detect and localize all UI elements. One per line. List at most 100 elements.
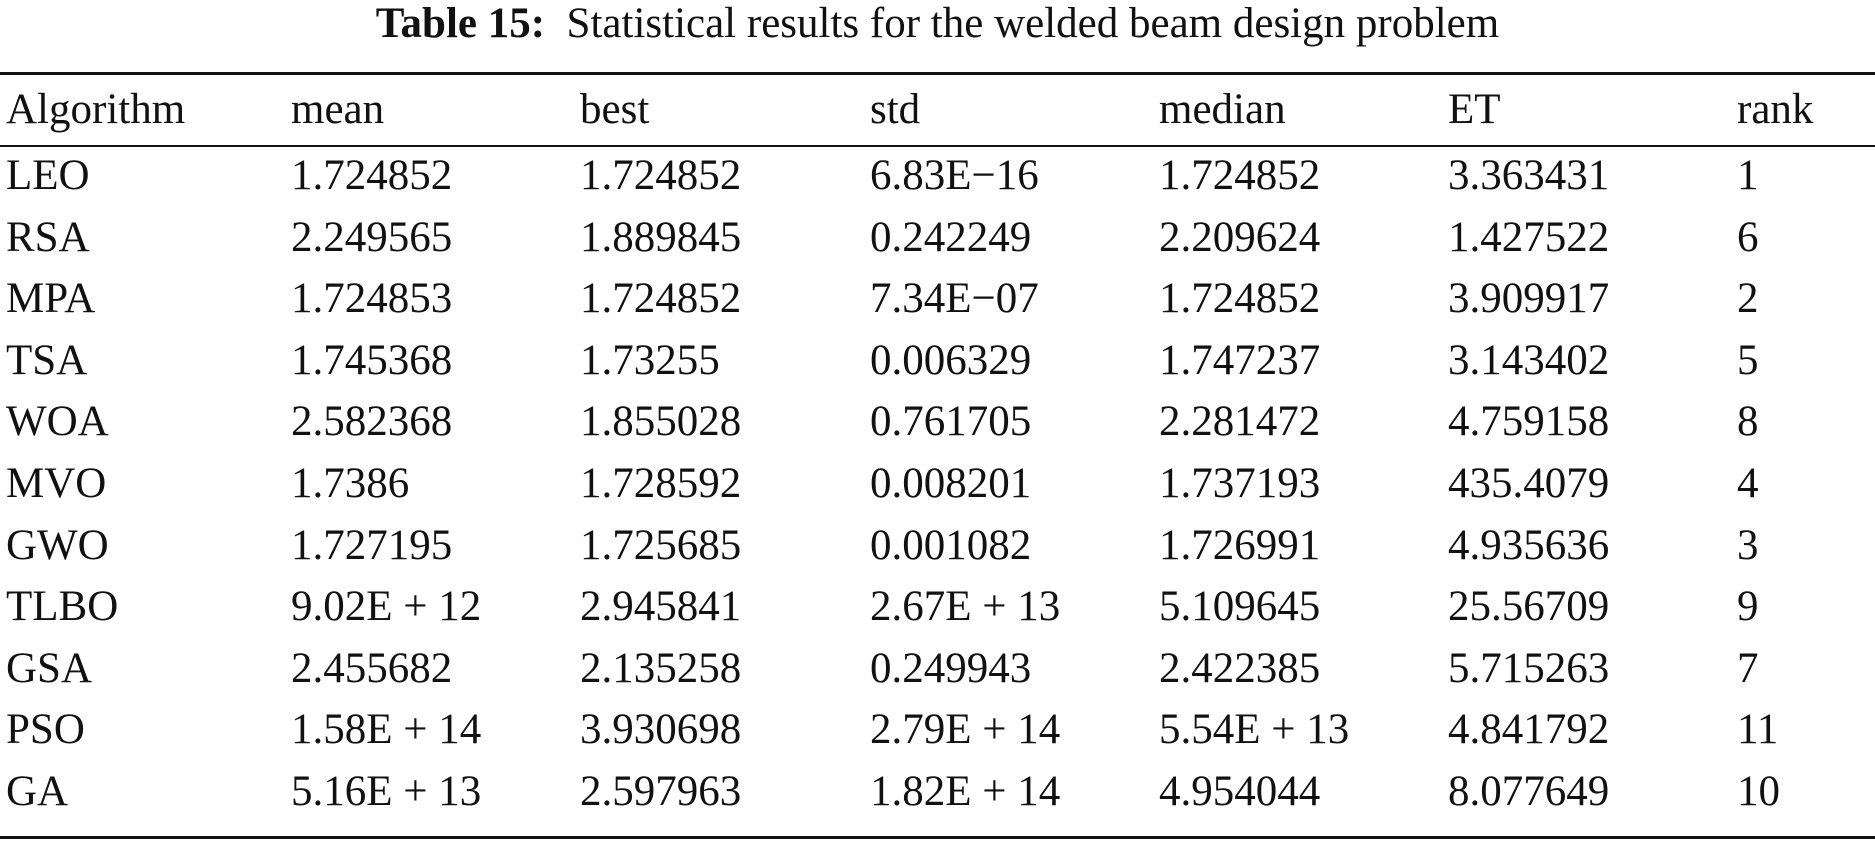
algorithm-cell: MVO bbox=[6, 459, 107, 507]
table-cell: 4.759158 bbox=[1448, 398, 1610, 446]
algorithm-cell: LEO bbox=[6, 152, 90, 199]
column-header-std: std bbox=[870, 86, 921, 133]
table-cell: 2.249565 bbox=[291, 213, 453, 261]
table-caption: Table 15: Statistical results for the we… bbox=[0, 0, 1875, 60]
table-cell: 2.209624 bbox=[1159, 213, 1321, 261]
table-cell: 6.83E−16 bbox=[870, 152, 1039, 199]
table-cell: 1.728592 bbox=[580, 459, 742, 507]
table-cell: 4.935636 bbox=[1448, 521, 1610, 569]
table-row: LEO 1.724852 1.724852 6.83E−16 1.724852 3.363… bbox=[0, 145, 1875, 207]
table-cell: 0.761705 bbox=[870, 398, 1032, 446]
table-cell: 3 bbox=[1737, 521, 1759, 569]
column-header-algorithm: Algorithm bbox=[6, 86, 186, 133]
column-header-median: median bbox=[1159, 86, 1286, 133]
algorithm-cell: GA bbox=[6, 767, 69, 815]
table-cell: 1.745368 bbox=[291, 336, 453, 384]
table-cell: 9 bbox=[1737, 583, 1759, 631]
algorithm-cell: PSO bbox=[6, 706, 85, 754]
table-cell: 5.16E + 13 bbox=[291, 767, 482, 815]
table-cell: 1.82E + 14 bbox=[870, 767, 1061, 815]
table-cell: 1.725685 bbox=[580, 521, 742, 569]
table-row: MPA 1.724853 1.724852 7.34E−07 1.724852 3.909… bbox=[0, 268, 1875, 330]
table-cell: 2.455682 bbox=[291, 644, 453, 692]
table-cell: 2.422385 bbox=[1159, 644, 1321, 692]
table-cell: 2.79E + 14 bbox=[870, 706, 1061, 754]
table-cell: 5.109645 bbox=[1159, 583, 1321, 631]
table-header: Algorithm mean best std median ET rank bbox=[0, 75, 1875, 145]
bottom-rule bbox=[0, 836, 1875, 839]
table-cell: 1.73255 bbox=[580, 336, 720, 384]
column-header-mean: mean bbox=[291, 86, 385, 133]
algorithm-cell: MPA bbox=[6, 275, 96, 323]
column-header-et: ET bbox=[1448, 86, 1501, 133]
table-row: WOA 2.582368 1.855028 0.761705 2.281472 4.759… bbox=[0, 391, 1875, 453]
table-row: GWO 1.727195 1.725685 0.001082 1.726991 4.935… bbox=[0, 515, 1875, 577]
table-cell: 0.006329 bbox=[870, 336, 1032, 384]
table-cell: 6 bbox=[1737, 213, 1759, 261]
table-body: LEO 1.724852 1.724852 6.83E−16 1.724852 3.363… bbox=[0, 145, 1875, 823]
table-cell: 7.34E−07 bbox=[870, 275, 1039, 323]
table-cell: 7 bbox=[1737, 644, 1759, 692]
header-row: Algorithm mean best std median ET rank bbox=[0, 75, 1875, 145]
table-cell: 2.281472 bbox=[1159, 398, 1321, 446]
table-cell: 1.724852 bbox=[1159, 152, 1321, 199]
caption-text: Statistical results for the welded beam … bbox=[566, 0, 1500, 47]
table-cell: 1.724852 bbox=[291, 152, 453, 199]
column-header-rank: rank bbox=[1737, 86, 1814, 133]
table-cell: 1.737193 bbox=[1159, 459, 1321, 507]
table-cell: 1.727195 bbox=[291, 521, 453, 569]
table-cell: 2 bbox=[1737, 275, 1759, 323]
table-cell: 0.249943 bbox=[870, 644, 1032, 692]
table-cell: 5 bbox=[1737, 336, 1759, 384]
algorithm-cell: GSA bbox=[6, 644, 93, 692]
algorithm-cell: WOA bbox=[6, 398, 109, 446]
table-cell: 1.747237 bbox=[1159, 336, 1321, 384]
table-cell: 5.54E + 13 bbox=[1159, 706, 1350, 754]
table-cell: 1.7386 bbox=[291, 459, 410, 507]
algorithm-cell: RSA bbox=[6, 213, 90, 261]
table-cell: 4.841792 bbox=[1448, 706, 1610, 754]
table-row: MVO 1.7386 1.728592 0.008201 1.737193 435.407… bbox=[0, 453, 1875, 515]
table-cell: 3.143402 bbox=[1448, 336, 1610, 384]
algorithm-cell: TSA bbox=[6, 336, 88, 384]
algorithm-cell: GWO bbox=[6, 521, 109, 569]
table-cell: 1.724852 bbox=[1159, 275, 1321, 323]
header-rule bbox=[0, 145, 1875, 147]
table-cell: 3.909917 bbox=[1448, 275, 1610, 323]
table-cell: 1.726991 bbox=[1159, 521, 1321, 569]
table-cell: 2.135258 bbox=[580, 644, 742, 692]
table-cell: 435.4079 bbox=[1448, 459, 1610, 507]
table-cell: 2.945841 bbox=[580, 583, 742, 631]
table-cell: 0.008201 bbox=[870, 459, 1032, 507]
table-cell: 1.724852 bbox=[580, 275, 742, 323]
table-cell: 0.001082 bbox=[870, 521, 1032, 569]
table-cell: 10 bbox=[1737, 767, 1780, 815]
algorithm-cell: TLBO bbox=[6, 583, 119, 631]
column-header-best: best bbox=[580, 86, 650, 133]
caption-label: Table 15: bbox=[375, 0, 546, 47]
table-cell: 1.58E + 14 bbox=[291, 706, 482, 754]
table-cell: 1.724852 bbox=[580, 152, 742, 199]
table-row: PSO 1.58E + 14 3.930698 2.79E + 14 5.54E + 1… bbox=[0, 699, 1875, 761]
table-row: RSA 2.249565 1.889845 0.242249 2.209624 1.427… bbox=[0, 207, 1875, 269]
table-cell: 25.56709 bbox=[1448, 583, 1610, 631]
top-rule bbox=[0, 72, 1875, 75]
table-cell: 5.715263 bbox=[1448, 644, 1610, 692]
table-cell: 4.954044 bbox=[1159, 767, 1321, 815]
table-cell: 2.67E + 13 bbox=[870, 583, 1061, 631]
table-row: TSA 1.745368 1.73255 0.006329 1.747237 3.1434… bbox=[0, 330, 1875, 392]
table-cell: 8 bbox=[1737, 398, 1759, 446]
table-cell: 2.582368 bbox=[291, 398, 453, 446]
table-cell: 0.242249 bbox=[870, 213, 1032, 261]
table-cell: 1 bbox=[1737, 152, 1759, 199]
table-cell: 4 bbox=[1737, 459, 1759, 507]
table-row: GA 5.16E + 13 2.597963 1.82E + 14 4.954044 8.… bbox=[0, 761, 1875, 823]
table-cell: 1.427522 bbox=[1448, 213, 1610, 261]
table-cell: 1.724853 bbox=[291, 275, 453, 323]
table-cell: 3.363431 bbox=[1448, 152, 1610, 199]
table-cell: 8.077649 bbox=[1448, 767, 1610, 815]
table-cell: 2.597963 bbox=[580, 767, 742, 815]
table-cell: 3.930698 bbox=[580, 706, 742, 754]
table-cell: 9.02E + 12 bbox=[291, 583, 482, 631]
results-table: Algorithm mean best std median ET rank LEO 1.72… bbox=[0, 75, 1875, 823]
